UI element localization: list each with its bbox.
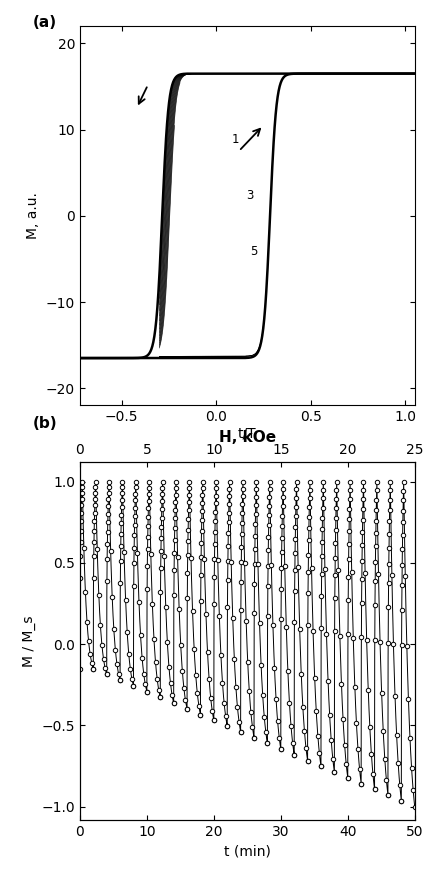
Text: 5: 5 <box>250 245 257 257</box>
X-axis label: H, kOe: H, kOe <box>219 430 276 445</box>
Text: (b): (b) <box>33 416 58 431</box>
Y-axis label: M, a.u.: M, a.u. <box>26 193 40 239</box>
Text: (a): (a) <box>33 15 57 30</box>
Text: 1: 1 <box>231 133 239 146</box>
X-axis label: t/T: t/T <box>238 426 257 440</box>
Y-axis label: M / M_s: M / M_s <box>22 615 36 667</box>
X-axis label: t (min): t (min) <box>224 844 271 858</box>
Text: 3: 3 <box>246 188 254 201</box>
